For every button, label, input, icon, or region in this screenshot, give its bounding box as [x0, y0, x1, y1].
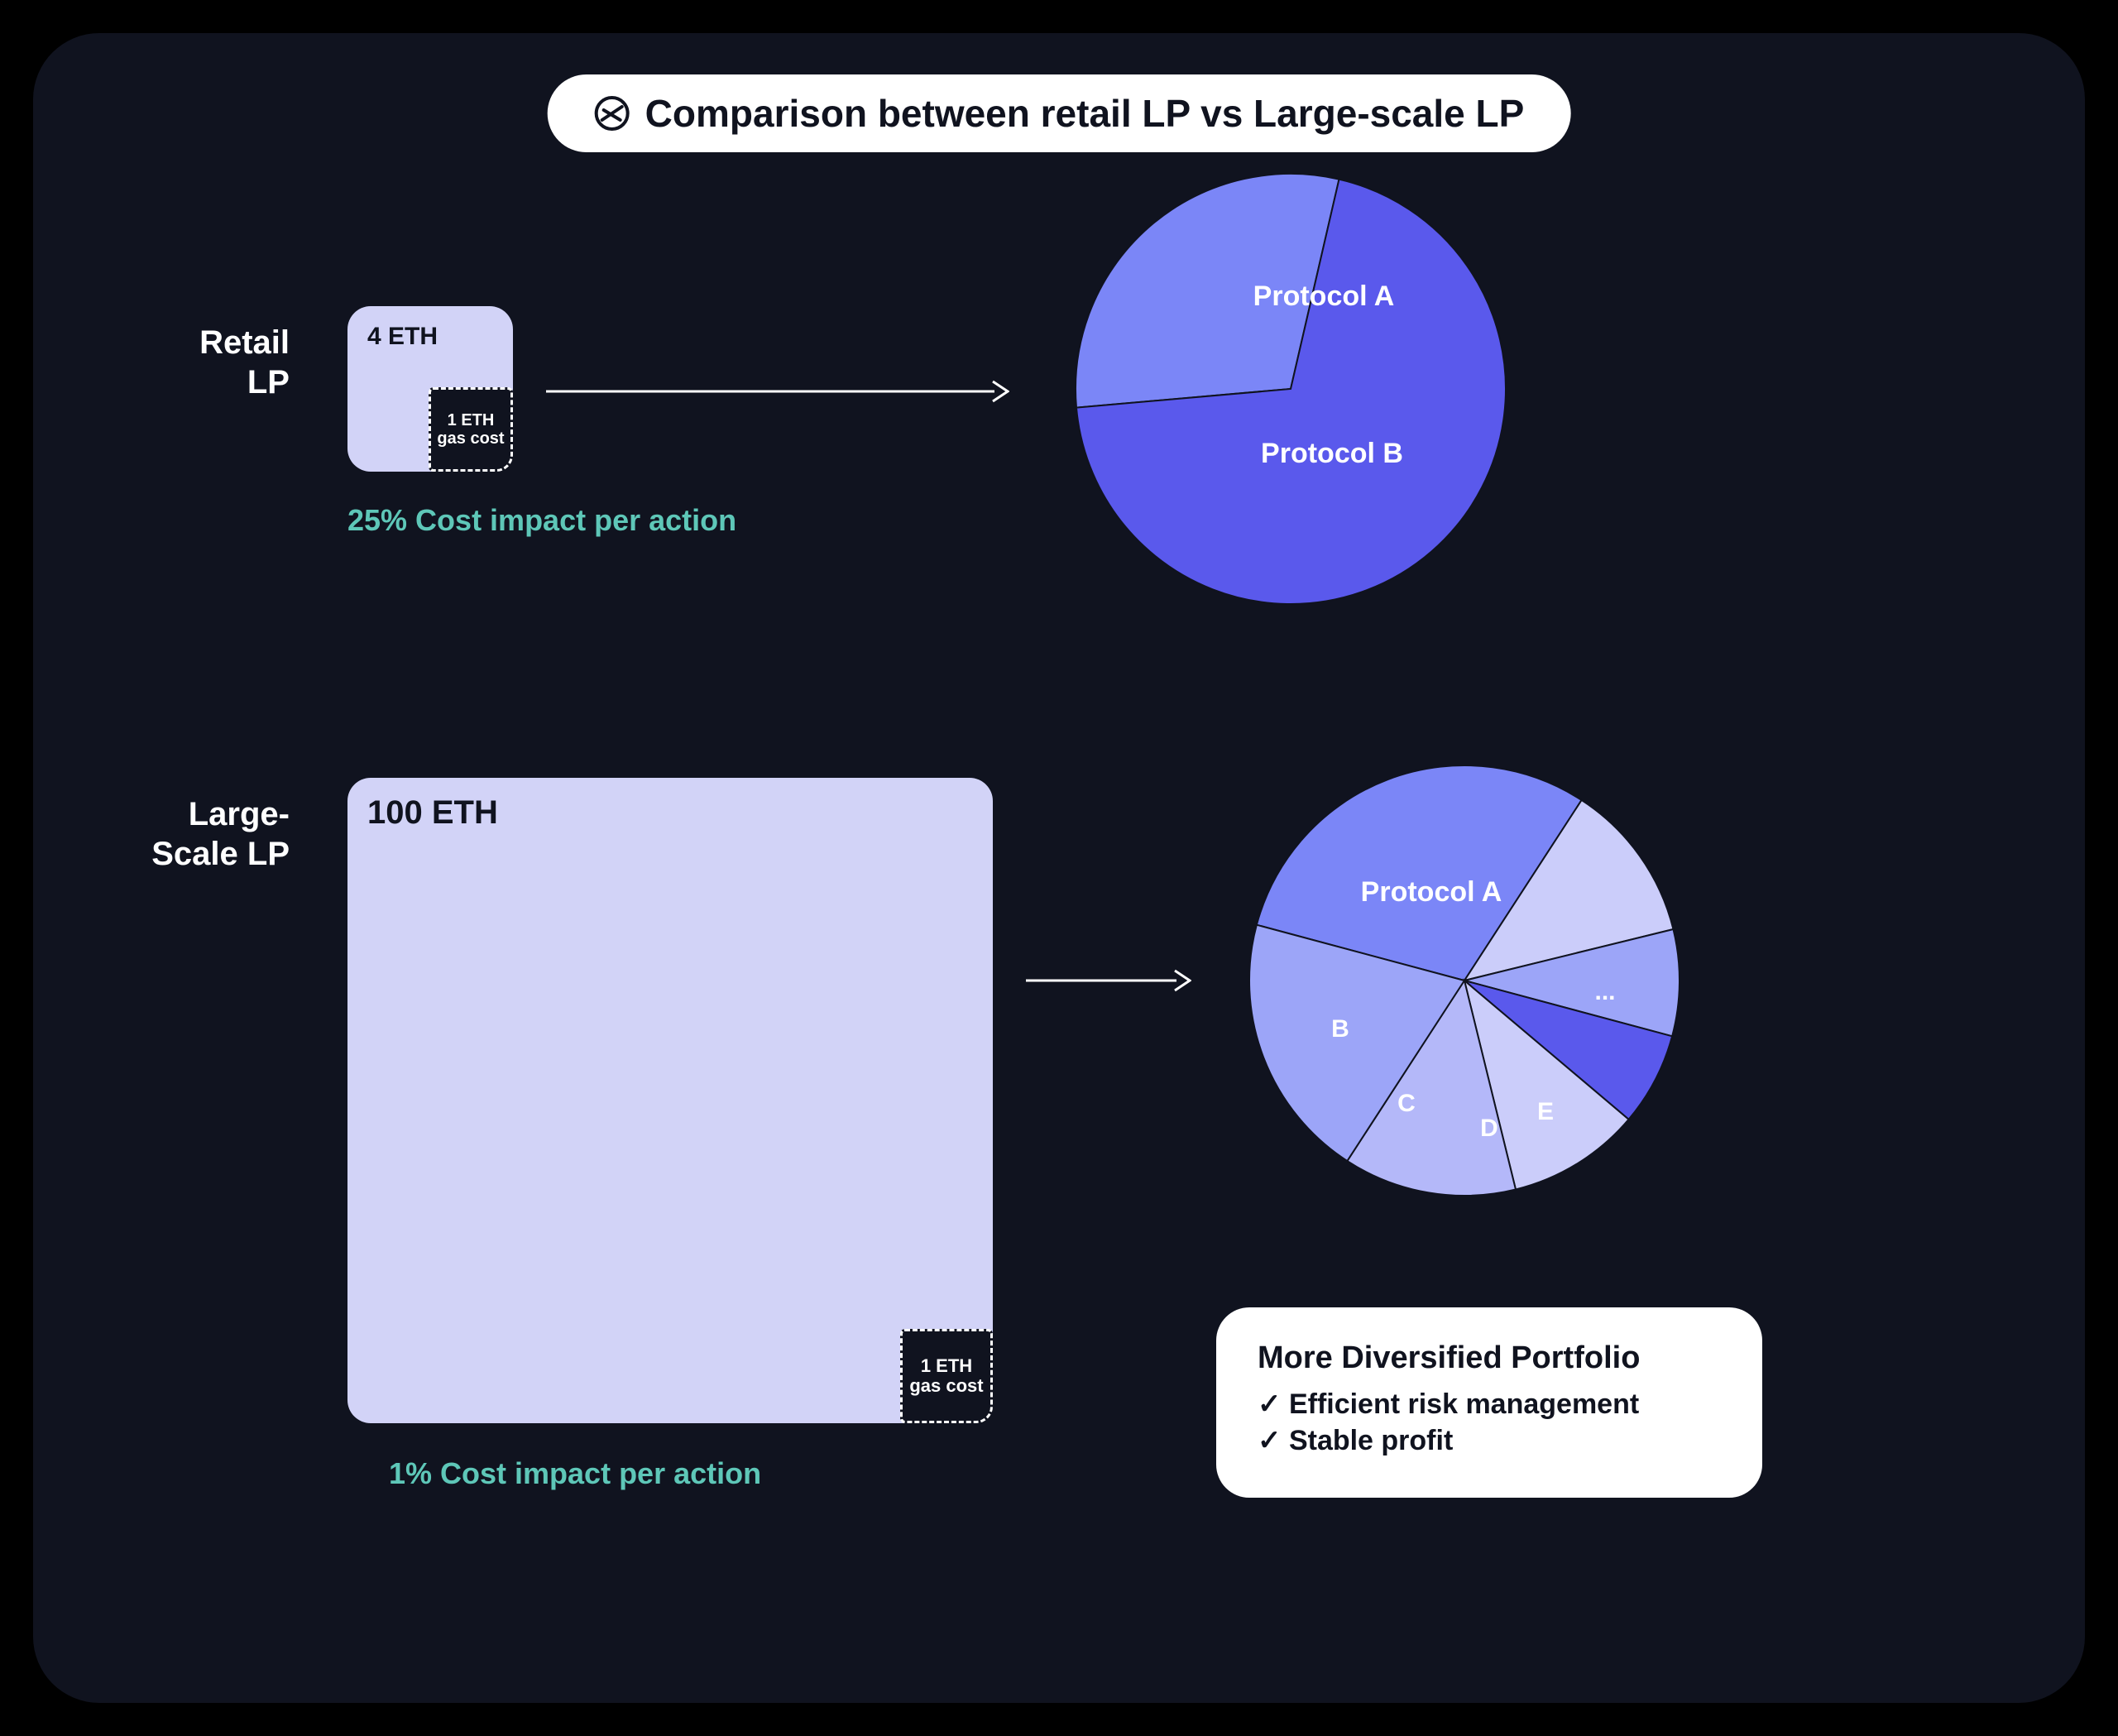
- infographic-card: Comparison between retail LP vs Large-sc…: [33, 33, 2085, 1703]
- svg-text:B: B: [1331, 1015, 1349, 1043]
- svg-text:...: ...: [1594, 978, 1615, 1005]
- retail-caption: 25% Cost impact per action: [347, 503, 736, 538]
- large-eth-box: 100 ETH: [347, 778, 993, 1423]
- large-label-line2: Scale LP: [74, 834, 290, 874]
- svg-text:E: E: [1537, 1098, 1554, 1125]
- large-label-line1: Large-: [74, 794, 290, 834]
- retail-label-line2: LP: [74, 362, 290, 402]
- benefits-item-2: ✓ Stable profit: [1258, 1424, 1721, 1457]
- svg-text:C: C: [1397, 1090, 1416, 1117]
- svg-text:D: D: [1480, 1115, 1498, 1142]
- logo-icon: [594, 95, 630, 132]
- svg-text:Protocol A: Protocol A: [1361, 876, 1502, 908]
- title-text: Comparison between retail LP vs Large-sc…: [645, 91, 1525, 136]
- retail-gas-line1: 1 ETH: [448, 411, 495, 429]
- large-gas-line2: gas cost: [909, 1376, 983, 1396]
- large-caption: 1% Cost impact per action: [389, 1456, 761, 1491]
- title-pill: Comparison between retail LP vs Large-sc…: [548, 74, 1571, 152]
- retail-label-line1: Retail: [74, 323, 290, 362]
- svg-text:Protocol B: Protocol B: [1261, 438, 1403, 469]
- retail-arrow: [546, 379, 1009, 404]
- large-arrow: [1026, 968, 1191, 993]
- large-eth-amount: 100 ETH: [367, 794, 498, 832]
- benefits-item-1: ✓ Efficient risk management: [1258, 1388, 1721, 1421]
- svg-text:Protocol A: Protocol A: [1253, 281, 1395, 312]
- retail-gas-line2: gas cost: [437, 429, 504, 448]
- large-label: Large- Scale LP: [74, 794, 290, 874]
- retail-eth-amount: 4 ETH: [367, 323, 438, 351]
- benefits-title: More Diversified Portfolio: [1258, 1340, 1721, 1376]
- large-pie: Protocol A... E D C B: [1241, 757, 1688, 1208]
- large-gas-box: 1 ETH gas cost: [900, 1329, 993, 1423]
- benefits-card: More Diversified Portfolio ✓ Efficient r…: [1216, 1307, 1762, 1498]
- large-gas-line1: 1 ETH: [921, 1356, 972, 1376]
- retail-label: Retail LP: [74, 323, 290, 402]
- retail-pie: Protocol A Protocol B: [1067, 165, 1514, 616]
- retail-gas-box: 1 ETH gas cost: [429, 387, 513, 472]
